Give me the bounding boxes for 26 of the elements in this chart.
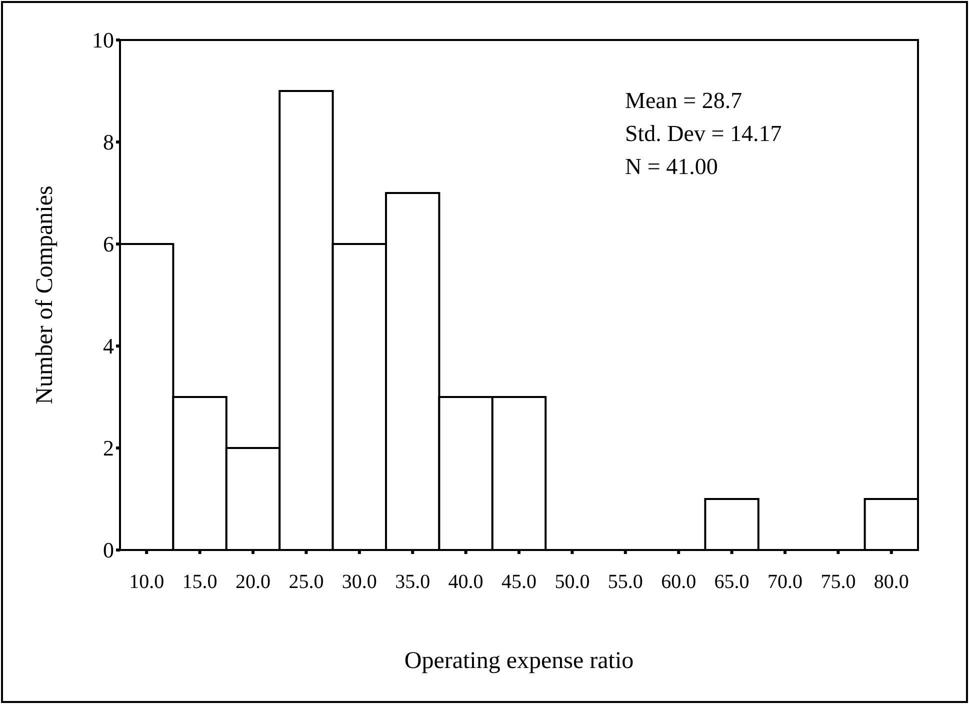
x-tick-label: 75.0 — [820, 571, 856, 593]
x-tick-label: 15.0 — [182, 571, 218, 593]
annotation: N = 41.00 — [625, 154, 718, 179]
x-tick-label: 20.0 — [236, 571, 270, 593]
x-tick-label: 25.0 — [288, 571, 324, 593]
y-tick-label: 4 — [103, 334, 114, 359]
y-tick-label: 6 — [103, 232, 114, 257]
x-tick-label: 50.0 — [554, 571, 590, 593]
y-tick-label: 0 — [103, 538, 114, 563]
x-tick-label: 45.0 — [502, 571, 536, 593]
y-tick-label: 10 — [92, 28, 114, 53]
x-tick-label: 35.0 — [395, 571, 430, 593]
x-axis-title: Operating expense ratio — [404, 648, 634, 674]
x-tick-label: 60.0 — [661, 571, 696, 593]
annotation: Mean = 28.7 — [625, 88, 742, 113]
x-tick-label: 55.0 — [608, 571, 643, 593]
x-tick-label: 65.0 — [714, 571, 750, 593]
y-tick-label: 2 — [103, 436, 114, 461]
y-tick-label: 8 — [103, 130, 114, 155]
annotation: Std. Dev = 14.17 — [625, 121, 782, 146]
x-tick-label: 80.0 — [874, 571, 909, 593]
y-axis-title: Number of Companies — [32, 186, 58, 404]
x-tick-label: 10.0 — [129, 571, 164, 593]
x-tick-label: 30.0 — [342, 571, 377, 593]
x-tick-label: 40.0 — [448, 571, 484, 593]
x-tick-label: 70.0 — [768, 571, 802, 593]
